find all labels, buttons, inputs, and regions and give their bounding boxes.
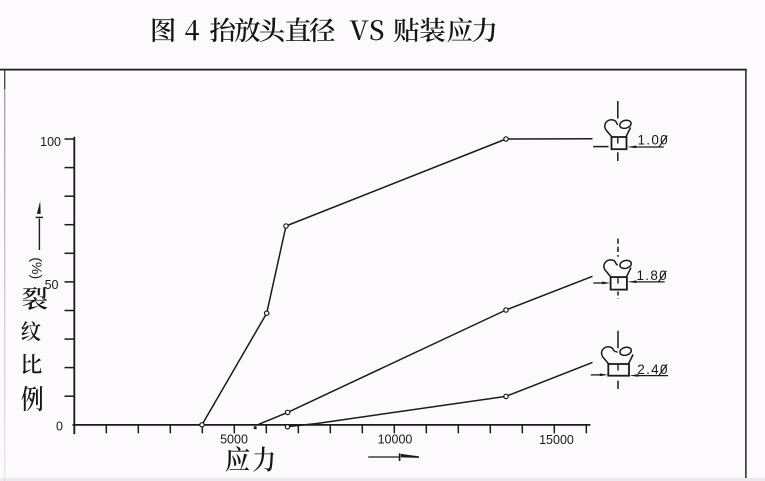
svg-text:1.80: 1.80 [637, 268, 668, 283]
svg-text:50: 50 [45, 278, 59, 292]
svg-text:15000: 15000 [539, 433, 574, 447]
svg-text:(%): (%) [29, 257, 45, 279]
svg-text:0: 0 [56, 420, 63, 434]
svg-text:1.00: 1.00 [638, 133, 669, 148]
svg-text:10000: 10000 [378, 433, 413, 447]
svg-text:100: 100 [40, 135, 61, 149]
svg-text:5000: 5000 [220, 433, 248, 447]
